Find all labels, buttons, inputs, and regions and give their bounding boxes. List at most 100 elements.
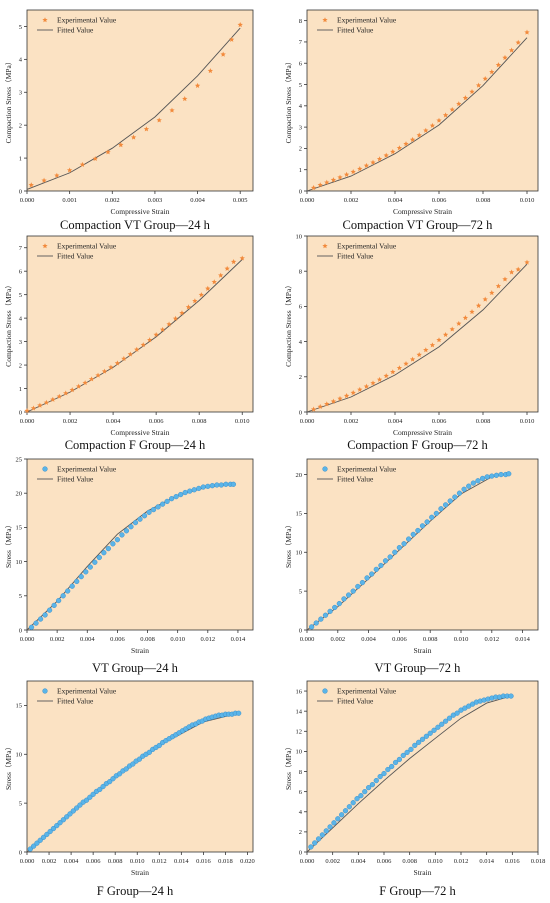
experimental-point	[191, 487, 197, 493]
y-tick-label: 16	[296, 688, 303, 695]
chart-svg: 0.000 0.002 0.004 0.006 0.008 0.010 0 2 4 6 8 10 Com…	[285, 233, 539, 437]
x-axis-label: Compressive Strain	[393, 428, 452, 437]
experimental-point	[423, 733, 429, 739]
experimental-point	[357, 166, 363, 172]
experimental-point	[156, 742, 162, 749]
experimental-point	[416, 352, 422, 358]
x-axis-label: Compressive Strain	[111, 428, 170, 437]
experimental-point	[164, 498, 170, 505]
experimental-point	[187, 488, 193, 494]
legend-label-experimental: Experimental Value	[337, 465, 397, 474]
experimental-point	[433, 510, 439, 517]
y-axis-label: Compaction Stress（MPa）	[285, 58, 293, 144]
experimental-point	[466, 483, 472, 489]
experimental-point	[443, 502, 449, 508]
experimental-point	[369, 571, 375, 577]
experimental-point	[495, 283, 502, 289]
experimental-point	[350, 390, 356, 396]
experimental-point	[218, 482, 224, 488]
x-tick-label: 0.000	[20, 197, 35, 204]
experimental-point	[454, 710, 460, 716]
y-tick-label: 3	[19, 90, 22, 97]
experimental-point	[327, 824, 333, 830]
experimental-point	[101, 550, 107, 556]
experimental-point	[427, 730, 433, 736]
x-tick-label: 0.014	[479, 858, 494, 865]
experimental-point	[239, 255, 245, 261]
experimental-point	[392, 549, 398, 555]
experimental-point	[337, 174, 343, 180]
legend-marker	[322, 17, 328, 23]
experimental-point	[237, 22, 243, 28]
experimental-point	[54, 172, 60, 178]
experimental-point	[24, 408, 30, 414]
experimental-point	[383, 152, 389, 158]
x-axis-label: Strain	[131, 646, 149, 655]
experimental-point	[396, 756, 403, 763]
experimental-point	[140, 342, 146, 348]
y-tick-label: 0	[299, 188, 302, 195]
experimental-point	[442, 331, 449, 337]
experimental-point	[82, 380, 88, 386]
x-tick-label: 0.006	[110, 636, 125, 643]
experimental-point	[123, 766, 129, 772]
experimental-point	[390, 149, 396, 155]
x-tick-label: 0.016	[196, 858, 211, 865]
experimental-point	[182, 489, 188, 496]
x-tick-label: 0.002	[325, 858, 340, 865]
experimental-point	[443, 718, 449, 724]
legend-label-experimental: Experimental Value	[57, 687, 117, 696]
experimental-point	[96, 554, 102, 561]
y-tick-label: 8	[299, 769, 302, 776]
experimental-point	[56, 393, 62, 399]
experimental-point	[363, 383, 370, 389]
experimental-point	[408, 746, 414, 753]
experimental-point	[105, 149, 111, 155]
experimental-point	[323, 828, 329, 834]
experimental-point	[31, 843, 37, 849]
experimental-point	[123, 528, 130, 534]
experimental-point	[416, 132, 422, 138]
experimental-point	[387, 554, 393, 560]
experimental-point	[169, 496, 175, 502]
experimental-point	[449, 106, 455, 112]
experimental-point	[230, 481, 237, 487]
chart-panel: 0.000 0.002 0.004 0.006 0.008 0.010 0 2 4 6 8 10 Com…	[285, 230, 550, 440]
x-tick-label: 0.000	[20, 636, 35, 643]
experimental-point	[132, 520, 139, 526]
experimental-point	[101, 368, 108, 374]
experimental-point	[37, 616, 44, 622]
y-axis-label: Compaction Stress（MPa）	[285, 281, 293, 367]
x-tick-label: 0.010	[428, 858, 443, 865]
experimental-point	[54, 823, 60, 829]
x-tick-label: 0.008	[140, 636, 155, 643]
experimental-point	[502, 276, 508, 282]
experimental-point	[396, 145, 403, 151]
experimental-point	[456, 490, 463, 496]
experimental-point	[370, 159, 376, 165]
experimental-point	[173, 494, 179, 500]
experimental-point	[136, 756, 143, 762]
y-tick-label: 10	[296, 550, 303, 557]
y-tick-label: 10	[16, 559, 23, 566]
experimental-point	[153, 331, 159, 338]
experimental-point	[205, 285, 211, 291]
experimental-point	[77, 802, 83, 808]
experimental-point	[390, 369, 396, 375]
experimental-point	[385, 766, 391, 773]
experimental-point	[342, 808, 349, 814]
experimental-point	[370, 380, 376, 386]
experimental-point	[381, 770, 387, 777]
experimental-point	[404, 749, 410, 756]
experimental-point	[410, 531, 416, 537]
legend-marker	[322, 688, 328, 694]
experimental-point	[83, 569, 89, 575]
experimental-point	[92, 559, 98, 565]
chart-caption: Compaction VT Group—72 h	[342, 218, 493, 232]
y-axis-label: Compaction Stress（MPa）	[5, 58, 13, 144]
y-tick-label: 7	[19, 245, 23, 252]
experimental-point	[337, 395, 343, 401]
x-tick-label: 0.010	[520, 418, 535, 425]
experimental-point	[75, 383, 82, 389]
experimental-point	[74, 578, 80, 585]
